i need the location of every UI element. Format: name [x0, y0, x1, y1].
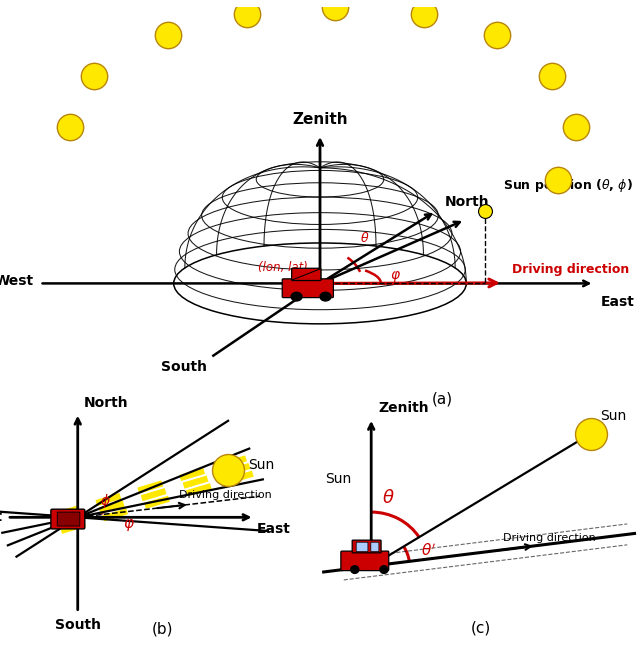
- Text: Sun: Sun: [326, 472, 352, 486]
- Text: West: West: [0, 274, 33, 288]
- Text: Sun position ($\theta$, $\phi$): Sun position ($\theta$, $\phi$): [503, 177, 633, 194]
- Text: $\phi$: $\phi$: [100, 492, 111, 509]
- FancyBboxPatch shape: [356, 542, 368, 552]
- FancyBboxPatch shape: [51, 509, 85, 529]
- Text: (lon, lat): (lon, lat): [259, 261, 308, 273]
- Text: Driving direction: Driving direction: [512, 263, 629, 275]
- FancyBboxPatch shape: [352, 540, 381, 553]
- Text: $\varphi$: $\varphi$: [123, 517, 135, 532]
- Text: East: East: [257, 522, 291, 536]
- Text: $\theta'$: $\theta'$: [420, 542, 436, 559]
- Text: West: West: [0, 510, 3, 525]
- Text: Driving direction: Driving direction: [503, 533, 596, 543]
- Text: East: East: [600, 295, 634, 310]
- Text: South: South: [161, 360, 207, 374]
- Text: North: North: [83, 397, 128, 411]
- Text: (b): (b): [152, 622, 173, 637]
- Text: Sun: Sun: [248, 458, 275, 472]
- Text: Sun: Sun: [600, 409, 626, 423]
- FancyBboxPatch shape: [282, 279, 333, 298]
- Circle shape: [291, 293, 302, 301]
- Text: Zenith: Zenith: [378, 401, 429, 415]
- FancyBboxPatch shape: [57, 512, 80, 526]
- Circle shape: [380, 565, 388, 573]
- Text: $\theta$: $\theta$: [360, 231, 369, 246]
- FancyBboxPatch shape: [371, 542, 379, 552]
- Circle shape: [320, 293, 331, 301]
- Text: (a): (a): [431, 391, 452, 407]
- Text: South: South: [55, 618, 100, 633]
- Text: Driving direction: Driving direction: [179, 490, 271, 500]
- FancyBboxPatch shape: [341, 551, 388, 571]
- Text: $\varphi$: $\varphi$: [390, 269, 401, 283]
- Circle shape: [351, 565, 359, 573]
- Text: Zenith: Zenith: [292, 112, 348, 127]
- FancyBboxPatch shape: [292, 268, 321, 281]
- Text: (c): (c): [471, 621, 491, 636]
- Text: $\theta$: $\theta$: [382, 490, 395, 507]
- Text: North: North: [445, 195, 490, 209]
